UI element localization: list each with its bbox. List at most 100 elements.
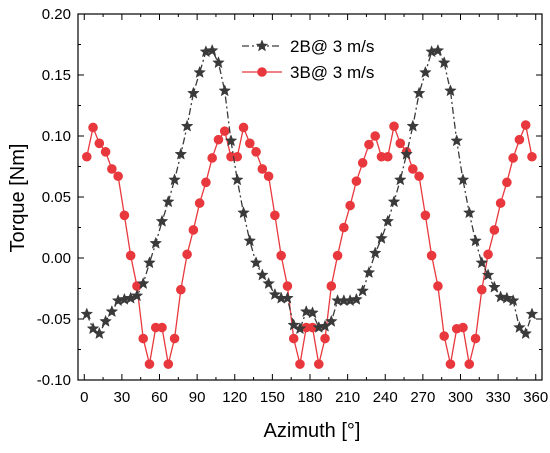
data-point (414, 171, 424, 182)
x-tick-label: 120 (222, 389, 247, 406)
data-point (88, 122, 98, 133)
y-axis-label: Torque [Nm] (7, 144, 29, 253)
data-point (92, 326, 106, 340)
data-point (288, 333, 299, 344)
data-point (161, 195, 175, 208)
data-point (489, 225, 500, 235)
data-point (245, 138, 255, 149)
x-tick-label: 90 (189, 389, 206, 406)
data-point (437, 56, 451, 69)
y-tick-label: 0.10 (42, 128, 71, 145)
data-point (464, 359, 475, 369)
data-point (445, 359, 456, 369)
data-point (144, 359, 155, 369)
data-point (382, 151, 393, 162)
y-tick-label: -0.05 (37, 311, 71, 328)
data-point (143, 256, 156, 269)
data-point (370, 131, 381, 141)
data-point (332, 250, 343, 261)
legend-marker (257, 67, 267, 77)
data-point (218, 84, 232, 97)
data-point (238, 122, 249, 133)
data-point (400, 147, 413, 160)
data-point (188, 225, 199, 235)
data-point (105, 304, 119, 318)
data-point (130, 289, 144, 302)
x-tick-label: 150 (260, 389, 285, 406)
data-point (527, 151, 537, 162)
data-point (387, 195, 401, 208)
x-axis-label: Azimuth [°] (264, 420, 361, 442)
data-point (232, 151, 243, 162)
data-point (375, 231, 388, 244)
data-point (262, 276, 275, 290)
data-point (113, 171, 123, 182)
data-point (406, 119, 420, 132)
y-tick-label: 0.05 (42, 189, 71, 206)
data-point (281, 291, 294, 304)
data-point (293, 322, 307, 335)
y-tick-label: 0.00 (42, 250, 71, 267)
data-point (389, 121, 399, 132)
y-tick-label: 0.15 (42, 67, 71, 84)
data-point (187, 86, 200, 99)
data-point (174, 147, 188, 160)
data-point (513, 320, 526, 333)
data-point (224, 134, 238, 147)
data-point (230, 173, 244, 186)
data-point (477, 284, 487, 295)
data-point (270, 210, 280, 221)
x-tick-label: 330 (486, 389, 511, 406)
data-point (80, 307, 94, 320)
x-tick-label: 270 (410, 389, 435, 406)
data-point (420, 210, 431, 221)
data-point (350, 292, 363, 305)
data-point (458, 322, 468, 333)
data-point (439, 331, 449, 341)
data-point (494, 290, 507, 303)
data-point (155, 214, 169, 227)
data-point (169, 333, 180, 344)
data-point (508, 153, 518, 163)
data-point (324, 314, 338, 327)
data-point (519, 326, 533, 340)
data-point (469, 234, 482, 247)
series-1 (80, 43, 539, 340)
x-tick-label: 60 (151, 389, 168, 406)
data-point (431, 43, 445, 57)
data-point (426, 250, 437, 261)
data-point (263, 171, 274, 182)
data-point (81, 151, 92, 162)
data-point (381, 214, 395, 227)
legend: 2B@ 3 m/s 3B@ 3 m/s (242, 37, 374, 82)
data-point (500, 291, 514, 304)
data-point (339, 222, 349, 233)
x-tick-label: 240 (373, 389, 398, 406)
data-point (268, 287, 282, 301)
data-point (444, 84, 457, 97)
data-point (201, 177, 211, 188)
axes: 0 30 60 90 120 150 180 210 240 270 300 330 360 -0.10 -… (37, 6, 548, 406)
data-point (299, 304, 313, 318)
data-point (313, 359, 324, 369)
data-point (100, 147, 111, 157)
data-point (255, 268, 269, 281)
y-tick-label: 0.20 (42, 6, 71, 23)
data-point (520, 120, 531, 130)
data-point (125, 250, 136, 261)
data-point (456, 173, 470, 186)
data-point (306, 306, 319, 319)
data-point (237, 206, 250, 219)
y-tick-label: -0.10 (37, 372, 71, 389)
data-point (86, 322, 100, 335)
data-point (257, 164, 268, 174)
legend-label: 2B@ 3 m/s (290, 37, 374, 56)
data-point (176, 284, 186, 295)
data-point (368, 246, 382, 259)
data-point (119, 210, 130, 221)
data-point (163, 359, 174, 369)
data-point (487, 280, 501, 293)
data-point (295, 359, 305, 369)
series-2 (81, 120, 537, 369)
